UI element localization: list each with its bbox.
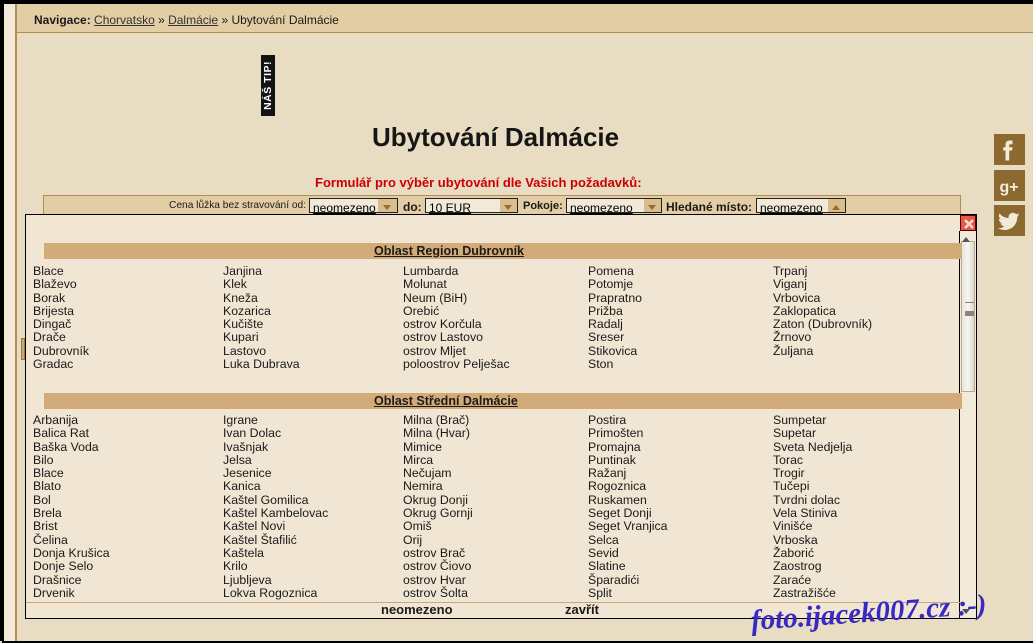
- svg-text:g+: g+: [999, 179, 1018, 196]
